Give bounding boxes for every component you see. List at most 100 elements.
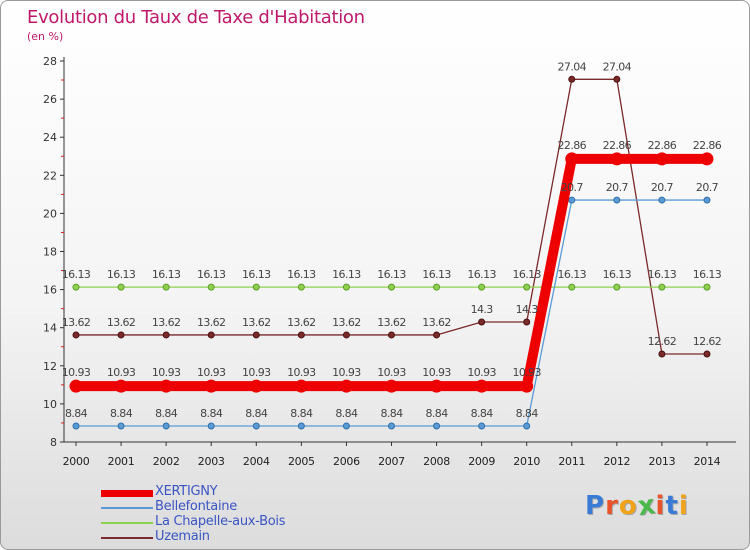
data-point	[387, 331, 395, 339]
data-point	[297, 331, 305, 339]
data-label: 13.62	[422, 316, 451, 329]
x-tick-label: 2011	[558, 455, 585, 468]
data-point	[252, 283, 260, 291]
data-label: 10.93	[287, 366, 316, 379]
data-label: 16.13	[332, 268, 361, 281]
data-point	[117, 422, 125, 430]
data-label: 13.62	[107, 316, 136, 329]
data-label: 13.62	[152, 316, 181, 329]
data-label: 13.62	[62, 316, 91, 329]
data-label: 10.93	[107, 366, 136, 379]
data-label: 20.7	[561, 181, 584, 194]
data-point	[520, 379, 534, 393]
data-label: 16.13	[603, 268, 632, 281]
chart-subtitle: (en %)	[27, 30, 64, 43]
data-point	[69, 379, 83, 393]
data-point	[703, 196, 711, 204]
data-label: 27.04	[558, 60, 587, 73]
y-tick-label: 20	[43, 207, 57, 220]
data-point	[613, 75, 621, 83]
data-point	[613, 196, 621, 204]
data-point	[252, 331, 260, 339]
legend-swatch	[101, 507, 153, 509]
data-point	[342, 283, 350, 291]
data-point	[249, 379, 263, 393]
data-label: 16.13	[512, 268, 541, 281]
data-label: 13.62	[287, 316, 316, 329]
data-label: 20.7	[696, 181, 719, 194]
data-label: 8.84	[426, 407, 449, 420]
data-label: 8.84	[335, 407, 358, 420]
data-label: 8.84	[155, 407, 178, 420]
data-point	[384, 379, 398, 393]
data-label: 13.62	[332, 316, 361, 329]
data-label: 22.86	[693, 139, 722, 152]
x-tick-label: 2001	[108, 455, 135, 468]
data-point	[294, 379, 308, 393]
data-point	[610, 152, 624, 166]
data-point	[117, 283, 125, 291]
data-point	[658, 350, 666, 358]
x-tick-label: 2003	[198, 455, 225, 468]
chart-title: Evolution du Taux de Taxe d'Habitation	[27, 7, 365, 28]
data-label: 16.13	[693, 268, 722, 281]
data-label: 16.13	[558, 268, 587, 281]
data-label: 10.93	[377, 366, 406, 379]
data-point	[387, 283, 395, 291]
y-tick-label: 26	[43, 93, 57, 106]
data-point	[297, 283, 305, 291]
data-point	[72, 283, 80, 291]
x-tick-label: 2010	[513, 455, 540, 468]
data-point	[703, 283, 711, 291]
data-label: 8.84	[380, 407, 403, 420]
legend-label: Bellefontaine	[155, 499, 237, 514]
data-label: 10.93	[152, 366, 181, 379]
data-point	[433, 422, 441, 430]
data-point	[523, 422, 531, 430]
x-tick-label: 2004	[243, 455, 270, 468]
data-label: 22.86	[558, 139, 587, 152]
data-point	[700, 152, 714, 166]
data-point	[162, 331, 170, 339]
data-point	[297, 422, 305, 430]
y-tick-label: 12	[43, 360, 57, 373]
proxiti-logo: Proxiti	[585, 489, 689, 523]
x-tick-label: 2006	[333, 455, 360, 468]
data-point	[430, 379, 444, 393]
data-label: 10.93	[512, 366, 541, 379]
data-point	[207, 422, 215, 430]
legend-swatch	[101, 490, 153, 497]
data-label: 10.93	[332, 366, 361, 379]
data-point	[475, 379, 489, 393]
x-tick-label: 2008	[423, 455, 450, 468]
data-point	[339, 379, 353, 393]
data-label: 13.62	[377, 316, 406, 329]
y-tick-label: 10	[43, 398, 57, 411]
data-label: 10.93	[62, 366, 91, 379]
y-tick-label: 16	[43, 284, 57, 297]
legend-label: XERTIGNY	[155, 484, 218, 499]
data-label: 13.62	[197, 316, 226, 329]
y-tick-label: 22	[43, 169, 57, 182]
y-tick-label: 28	[43, 55, 57, 68]
y-tick-label: 24	[43, 131, 57, 144]
data-point	[162, 283, 170, 291]
data-label: 12.62	[648, 335, 677, 348]
data-point	[204, 379, 218, 393]
data-label: 8.84	[200, 407, 223, 420]
data-point	[478, 283, 486, 291]
data-point	[658, 196, 666, 204]
data-label: 16.13	[152, 268, 181, 281]
y-tick-label: 18	[43, 246, 57, 259]
data-label: 16.13	[242, 268, 271, 281]
data-label: 20.7	[606, 181, 629, 194]
x-tick-label: 2000	[63, 455, 90, 468]
data-label: 8.84	[516, 407, 539, 420]
data-point	[433, 283, 441, 291]
data-point	[568, 75, 576, 83]
data-point	[162, 422, 170, 430]
x-tick-label: 2007	[378, 455, 405, 468]
data-label: 14.3	[516, 303, 539, 316]
data-label: 8.84	[65, 407, 88, 420]
